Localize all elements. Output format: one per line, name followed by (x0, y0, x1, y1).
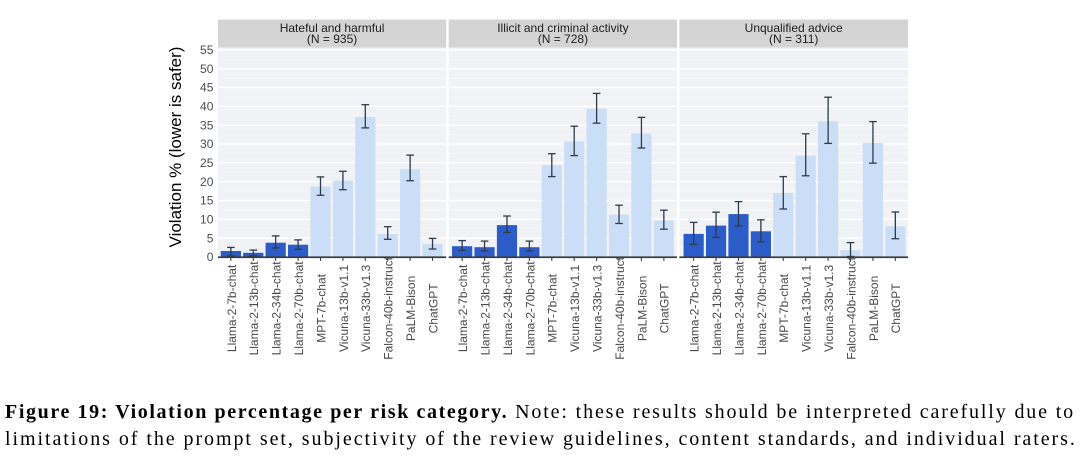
svg-text:10: 10 (200, 213, 214, 227)
svg-text:30: 30 (200, 137, 214, 151)
svg-text:(N = 311): (N = 311) (769, 32, 818, 46)
svg-text:50: 50 (200, 62, 214, 76)
svg-text:Llama-2-34b-chat: Llama-2-34b-chat (732, 261, 746, 356)
svg-text:ChatGPT: ChatGPT (889, 283, 903, 334)
svg-text:Llama-2-13b-chat: Llama-2-13b-chat (478, 261, 492, 356)
svg-text:PaLM-Bison: PaLM-Bison (635, 276, 649, 341)
svg-text:Llama-2-7b-chat: Llama-2-7b-chat (456, 264, 470, 352)
svg-text:PaLM-Bison: PaLM-Bison (404, 276, 418, 341)
svg-text:Llama-2-34b-chat: Llama-2-34b-chat (270, 261, 284, 356)
svg-text:Llama-2-13b-chat: Llama-2-13b-chat (710, 261, 724, 356)
svg-text:Vicuna-33b-v1.3: Vicuna-33b-v1.3 (591, 264, 605, 351)
svg-text:(N = 728): (N = 728) (538, 32, 588, 46)
svg-text:Llama-2-34b-chat: Llama-2-34b-chat (501, 261, 515, 356)
svg-text:Illicit and criminal activity: Illicit and criminal activity (497, 21, 628, 35)
svg-text:Llama-2-13b-chat: Llama-2-13b-chat (247, 261, 261, 356)
svg-text:55: 55 (200, 43, 214, 57)
svg-text:MPT-7b-chat: MPT-7b-chat (314, 273, 328, 342)
svg-text:5: 5 (207, 231, 214, 245)
svg-text:45: 45 (200, 81, 214, 95)
svg-text:ChatGPT: ChatGPT (658, 283, 672, 334)
svg-text:20: 20 (200, 175, 214, 189)
svg-text:Llama-2-7b-chat: Llama-2-7b-chat (688, 264, 702, 352)
svg-text:Falcon-40b-instruct: Falcon-40b-instruct (613, 256, 627, 359)
svg-text:MPT-7b-chat: MPT-7b-chat (546, 273, 560, 342)
svg-text:Falcon-40b-instruct: Falcon-40b-instruct (844, 256, 858, 359)
svg-text:Violation % (lower is safer): Violation % (lower is safer) (166, 47, 185, 248)
svg-text:Llama-2-70b-chat: Llama-2-70b-chat (755, 261, 769, 356)
svg-text:Llama-2-70b-chat: Llama-2-70b-chat (523, 261, 537, 356)
svg-text:PaLM-Bison: PaLM-Bison (867, 276, 881, 341)
svg-text:MPT-7b-chat: MPT-7b-chat (777, 273, 791, 342)
svg-text:Llama-2-7b-chat: Llama-2-7b-chat (225, 264, 239, 352)
svg-text:Vicuna-33b-v1.3: Vicuna-33b-v1.3 (822, 264, 836, 351)
svg-text:40: 40 (200, 100, 214, 114)
svg-text:Llama-2-70b-chat: Llama-2-70b-chat (292, 261, 306, 356)
svg-text:35: 35 (200, 118, 214, 132)
svg-text:Vicuna-13b-v1.1: Vicuna-13b-v1.1 (337, 264, 351, 351)
svg-text:(N = 935): (N = 935) (307, 32, 357, 46)
svg-text:Vicuna-13b-v1.1: Vicuna-13b-v1.1 (800, 264, 814, 351)
svg-text:Hateful and harmful: Hateful and harmful (280, 21, 385, 35)
svg-text:ChatGPT: ChatGPT (426, 283, 440, 334)
svg-text:25: 25 (200, 156, 214, 170)
svg-text:Vicuna-13b-v1.1: Vicuna-13b-v1.1 (568, 264, 582, 351)
svg-text:Unqualified advice: Unqualified advice (745, 21, 843, 35)
svg-text:0: 0 (207, 250, 214, 264)
svg-text:Vicuna-33b-v1.3: Vicuna-33b-v1.3 (359, 264, 373, 351)
svg-text:Falcon-40b-instruct: Falcon-40b-instruct (382, 256, 396, 359)
svg-text:15: 15 (200, 194, 214, 208)
